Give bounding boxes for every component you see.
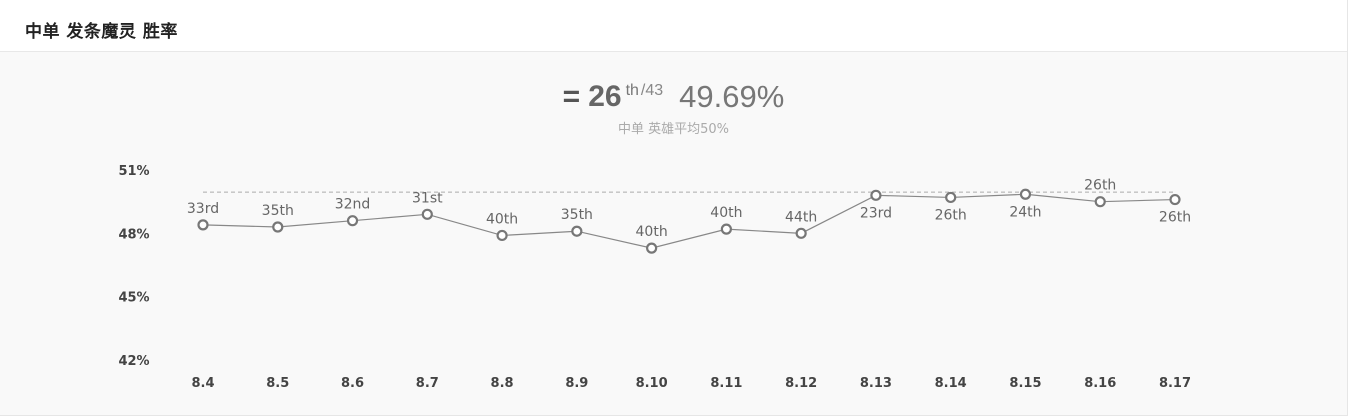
x-tick-label: 8.6 (341, 376, 364, 391)
rank-label: 26th (1159, 210, 1191, 226)
data-point (870, 189, 882, 201)
data-point (496, 229, 508, 242)
x-tick-label: 8.14 (935, 376, 967, 391)
x-tick-label: 8.12 (785, 376, 817, 391)
data-point (272, 221, 284, 233)
data-point (795, 227, 807, 239)
y-tick-label: 45% (118, 291, 149, 306)
winrate-series-line (202, 193, 1176, 249)
panel-title: 中单 发条魔灵 胜率 (25, 22, 178, 42)
data-point (1169, 193, 1181, 206)
x-tick-label: 8.13 (860, 376, 892, 391)
data-point (571, 225, 583, 237)
x-tick-label: 8.9 (565, 376, 588, 391)
y-tick-label: 51% (118, 164, 149, 179)
data-point (945, 191, 957, 204)
x-tick-label: 8.16 (1084, 376, 1116, 391)
x-tick-label: 8.10 (636, 376, 668, 391)
average-note: 中单 英雄平均50% (617, 122, 730, 137)
y-tick-label: 42% (118, 354, 149, 369)
rank-label: 32nd (335, 197, 371, 213)
x-tick-label: 8.11 (710, 376, 742, 391)
rank-label: 26th (1084, 178, 1116, 194)
data-point (1019, 188, 1032, 200)
rank-suffix: th (625, 82, 639, 99)
data-point (646, 242, 658, 254)
rank-value: 26 (588, 79, 622, 113)
rank-label: 40th (636, 224, 668, 240)
x-tick-label: 8.5 (266, 376, 289, 391)
data-point (1094, 196, 1106, 208)
data-point (421, 208, 433, 220)
rank-label: 40th (710, 205, 742, 221)
rank-label: 40th (486, 211, 518, 227)
rank-label: 44th (785, 209, 817, 225)
rank-label: 33rd (187, 201, 219, 217)
rank-label: 23rd (860, 205, 892, 221)
rank-label: 24th (1009, 204, 1041, 220)
rank-label: 31st (412, 190, 443, 206)
rank-total: /43 (640, 82, 664, 99)
y-tick-label: 48% (118, 227, 149, 242)
win-rate-value: 49.69% (679, 78, 785, 114)
x-tick-label: 8.4 (191, 376, 214, 391)
trend-equal-icon: = (562, 79, 581, 113)
x-tick-label: 8.15 (1009, 376, 1041, 391)
rank-label: 26th (935, 207, 967, 223)
x-tick-label: 8.7 (416, 376, 439, 391)
panel-header: 中单 发条魔灵 胜率 (0, 0, 1347, 52)
x-tick-label: 8.8 (491, 376, 514, 391)
data-point (346, 215, 359, 227)
data-point (197, 219, 209, 231)
rank-label: 35th (262, 203, 294, 219)
data-point (720, 223, 732, 235)
x-tick-label: 8.17 (1159, 376, 1191, 391)
rank-label: 35th (561, 207, 593, 223)
